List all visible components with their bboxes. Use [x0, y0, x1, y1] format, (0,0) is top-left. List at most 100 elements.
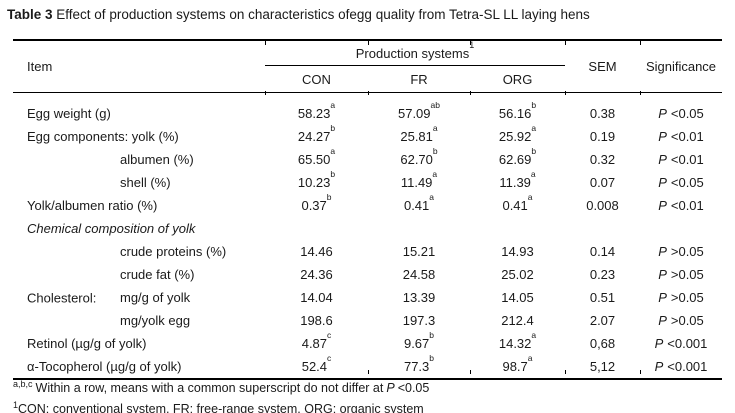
value: 77.3	[403, 359, 430, 374]
superscript: a	[530, 169, 536, 180]
cell-con: 65.50a	[265, 146, 368, 171]
cell-fr: 9.67b	[368, 330, 470, 355]
value: 14.05	[501, 290, 534, 305]
cell-con: 14.04	[265, 286, 368, 309]
column-tick	[640, 41, 641, 45]
p-value: >0.05	[670, 313, 704, 328]
cell-significance: P >0.05	[640, 263, 722, 286]
value: 24.27	[297, 129, 331, 144]
cell-item: α-Tocopherol (µg/g of yolk)	[27, 359, 182, 374]
superscript: a	[527, 192, 533, 203]
table-row: crude fat (%) 24.36 24.58 25.02 0.23 P >0…	[13, 263, 722, 286]
cell-item: Yolk/albumen ratio (%)	[27, 198, 158, 213]
value: 198.6	[300, 313, 333, 328]
value: 212.4	[501, 313, 534, 328]
p-value: >0.05	[670, 244, 704, 259]
data-table: Item Production systems1 SEM Significanc…	[13, 39, 722, 380]
p-label: P	[658, 129, 667, 144]
cell-fr: 197.3	[368, 309, 470, 332]
indented-label: mg/g of yolk	[120, 290, 191, 305]
cell-significance: P <0.05	[640, 93, 722, 126]
cell-fr: 0.41a	[368, 192, 470, 217]
superscript: b	[429, 353, 435, 364]
footnotes: a,b,c Within a row, means with a common s…	[13, 376, 429, 413]
footnote-sup-abc: a,b,c	[13, 379, 33, 389]
superscript: b	[330, 123, 336, 134]
cell-con: 4.87c	[265, 330, 368, 355]
table-row: crude proteins (%) 14.46 15.21 14.93 0.1…	[13, 240, 722, 263]
column-tick	[265, 41, 266, 45]
cell-fr: 11.49a	[368, 170, 470, 194]
col-header-item: Item	[27, 59, 53, 74]
col-header-production-systems: Production systems1	[265, 40, 565, 66]
cell-item: crude fat (%)	[13, 263, 265, 286]
value: 0.37	[301, 198, 327, 213]
cell-con: 0.37b	[265, 193, 368, 217]
column-tick	[640, 370, 641, 374]
cell-item: Egg weight (g)	[27, 106, 111, 121]
p-label: P	[658, 244, 667, 259]
footnote-superscripts: a,b,c Within a row, means with a common s…	[13, 376, 429, 397]
indented-label: mg/yolk egg	[120, 313, 191, 328]
column-tick	[640, 91, 641, 95]
cell-sem: 2.07	[589, 313, 616, 328]
cell-sem: 0.19	[589, 129, 616, 144]
cell-sem: 0.008	[586, 198, 619, 213]
cell-item: shell (%)	[13, 171, 265, 194]
value: 58.23	[297, 106, 331, 121]
superscript: ab	[430, 100, 440, 111]
cell-con: 14.46	[265, 240, 368, 263]
value: 4.87	[301, 336, 328, 351]
cell-significance: P <0.001	[640, 332, 722, 355]
value: 98.7	[502, 359, 528, 374]
table-row: Cholesterol: mg/g of yolk 14.04 13.39 14.…	[13, 286, 722, 309]
cell-fr: 13.39	[368, 286, 470, 309]
table-row: mg/yolk egg 198.6 197.3 212.4 2.07 P >0.0…	[13, 309, 722, 332]
superscript: c	[327, 353, 332, 364]
superscript: a	[330, 146, 336, 157]
cell-fr: 24.58	[368, 263, 470, 286]
value: 57.09	[397, 106, 431, 121]
superscript: b	[531, 100, 537, 111]
cell-sem: 0,68	[589, 336, 616, 351]
value: 25.92	[498, 129, 532, 144]
value: 14.04	[300, 290, 333, 305]
cell-sem: 0.14	[589, 244, 616, 259]
cell-sem: 5,12	[589, 359, 616, 374]
cell-fr: 62.70b	[368, 147, 470, 171]
cell-sem: 0.38	[589, 106, 616, 121]
cell-org: 56.16b	[470, 93, 565, 126]
cell-org: 11.39a	[470, 169, 565, 194]
table-caption: Effect of production systems on characte…	[52, 7, 590, 22]
indented-label: albumen (%)	[120, 152, 194, 167]
cell-item: mg/yolk egg	[13, 309, 265, 332]
superscript: b	[429, 330, 435, 341]
column-tick	[265, 91, 266, 95]
p-value: <0.01	[670, 129, 704, 144]
value: 14.46	[300, 244, 333, 259]
p-label: P	[386, 381, 395, 396]
table-row: Retinol (µg/g of yolk) 4.87c 9.67b 14.32…	[13, 330, 722, 355]
value: 24.36	[300, 267, 333, 282]
table-row: shell (%) 10.23b 11.49a 11.39a 0.07 P <0.…	[13, 169, 722, 194]
table-body: Egg weight (g) 58.23a 57.09ab 56.16b 0.3…	[13, 93, 722, 380]
value: 62.70	[400, 152, 433, 167]
cell-fr: 15.21	[368, 240, 470, 263]
table-row: albumen (%) 65.50a 62.70b 62.69b 0.32 P <…	[13, 146, 722, 171]
column-tick	[368, 91, 369, 95]
superscript: c	[327, 330, 332, 341]
column-tick	[470, 91, 471, 95]
table-number: Table 3	[7, 7, 53, 22]
value: 10.23	[297, 175, 331, 190]
cell-item: Egg components: yolk (%)	[27, 129, 179, 144]
value: 56.16	[498, 106, 532, 121]
cell-con: 52.4c	[265, 353, 368, 379]
value: 14.32	[498, 336, 532, 351]
header-row-systems: CON FR ORG	[13, 66, 722, 93]
col-header-significance: Significance	[645, 59, 717, 74]
value: 65.50	[297, 152, 331, 167]
cell-con: 24.36	[265, 263, 368, 286]
superscript: a	[429, 192, 435, 203]
cell-org: 25.02	[470, 263, 565, 286]
cell-org: 0.41a	[470, 192, 565, 217]
